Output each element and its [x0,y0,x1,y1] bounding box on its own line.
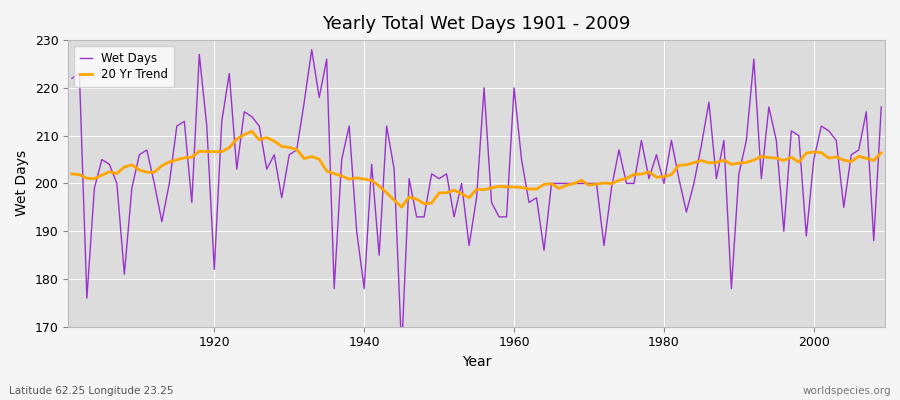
Wet Days [396,348,407,353]
Line: Wet Days: Wet Days [72,50,881,351]
Text: Latitude 62.25 Longitude 23.25: Latitude 62.25 Longitude 23.25 [9,386,174,396]
20 Yr Trend [67,172,77,176]
Wet Days [516,157,526,162]
20 Yr Trend [247,129,257,134]
Text: worldspecies.org: worldspecies.org [803,386,891,396]
Wet Days [614,148,625,152]
Wet Days [876,104,886,109]
20 Yr Trend [396,205,407,210]
20 Yr Trend [127,162,138,167]
Wet Days [292,148,302,152]
X-axis label: Year: Year [462,355,491,369]
20 Yr Trend [516,185,526,190]
Line: 20 Yr Trend: 20 Yr Trend [72,131,881,207]
Title: Yearly Total Wet Days 1901 - 2009: Yearly Total Wet Days 1901 - 2009 [322,15,631,33]
Y-axis label: Wet Days: Wet Days [15,150,29,216]
Wet Days [306,47,317,52]
Legend: Wet Days, 20 Yr Trend: Wet Days, 20 Yr Trend [74,46,174,87]
Wet Days [524,200,535,205]
Wet Days [127,186,138,190]
20 Yr Trend [524,186,535,191]
20 Yr Trend [614,178,625,183]
20 Yr Trend [344,177,355,182]
20 Yr Trend [876,150,886,155]
Wet Days [67,76,77,81]
Wet Days [344,124,355,128]
20 Yr Trend [299,156,310,161]
